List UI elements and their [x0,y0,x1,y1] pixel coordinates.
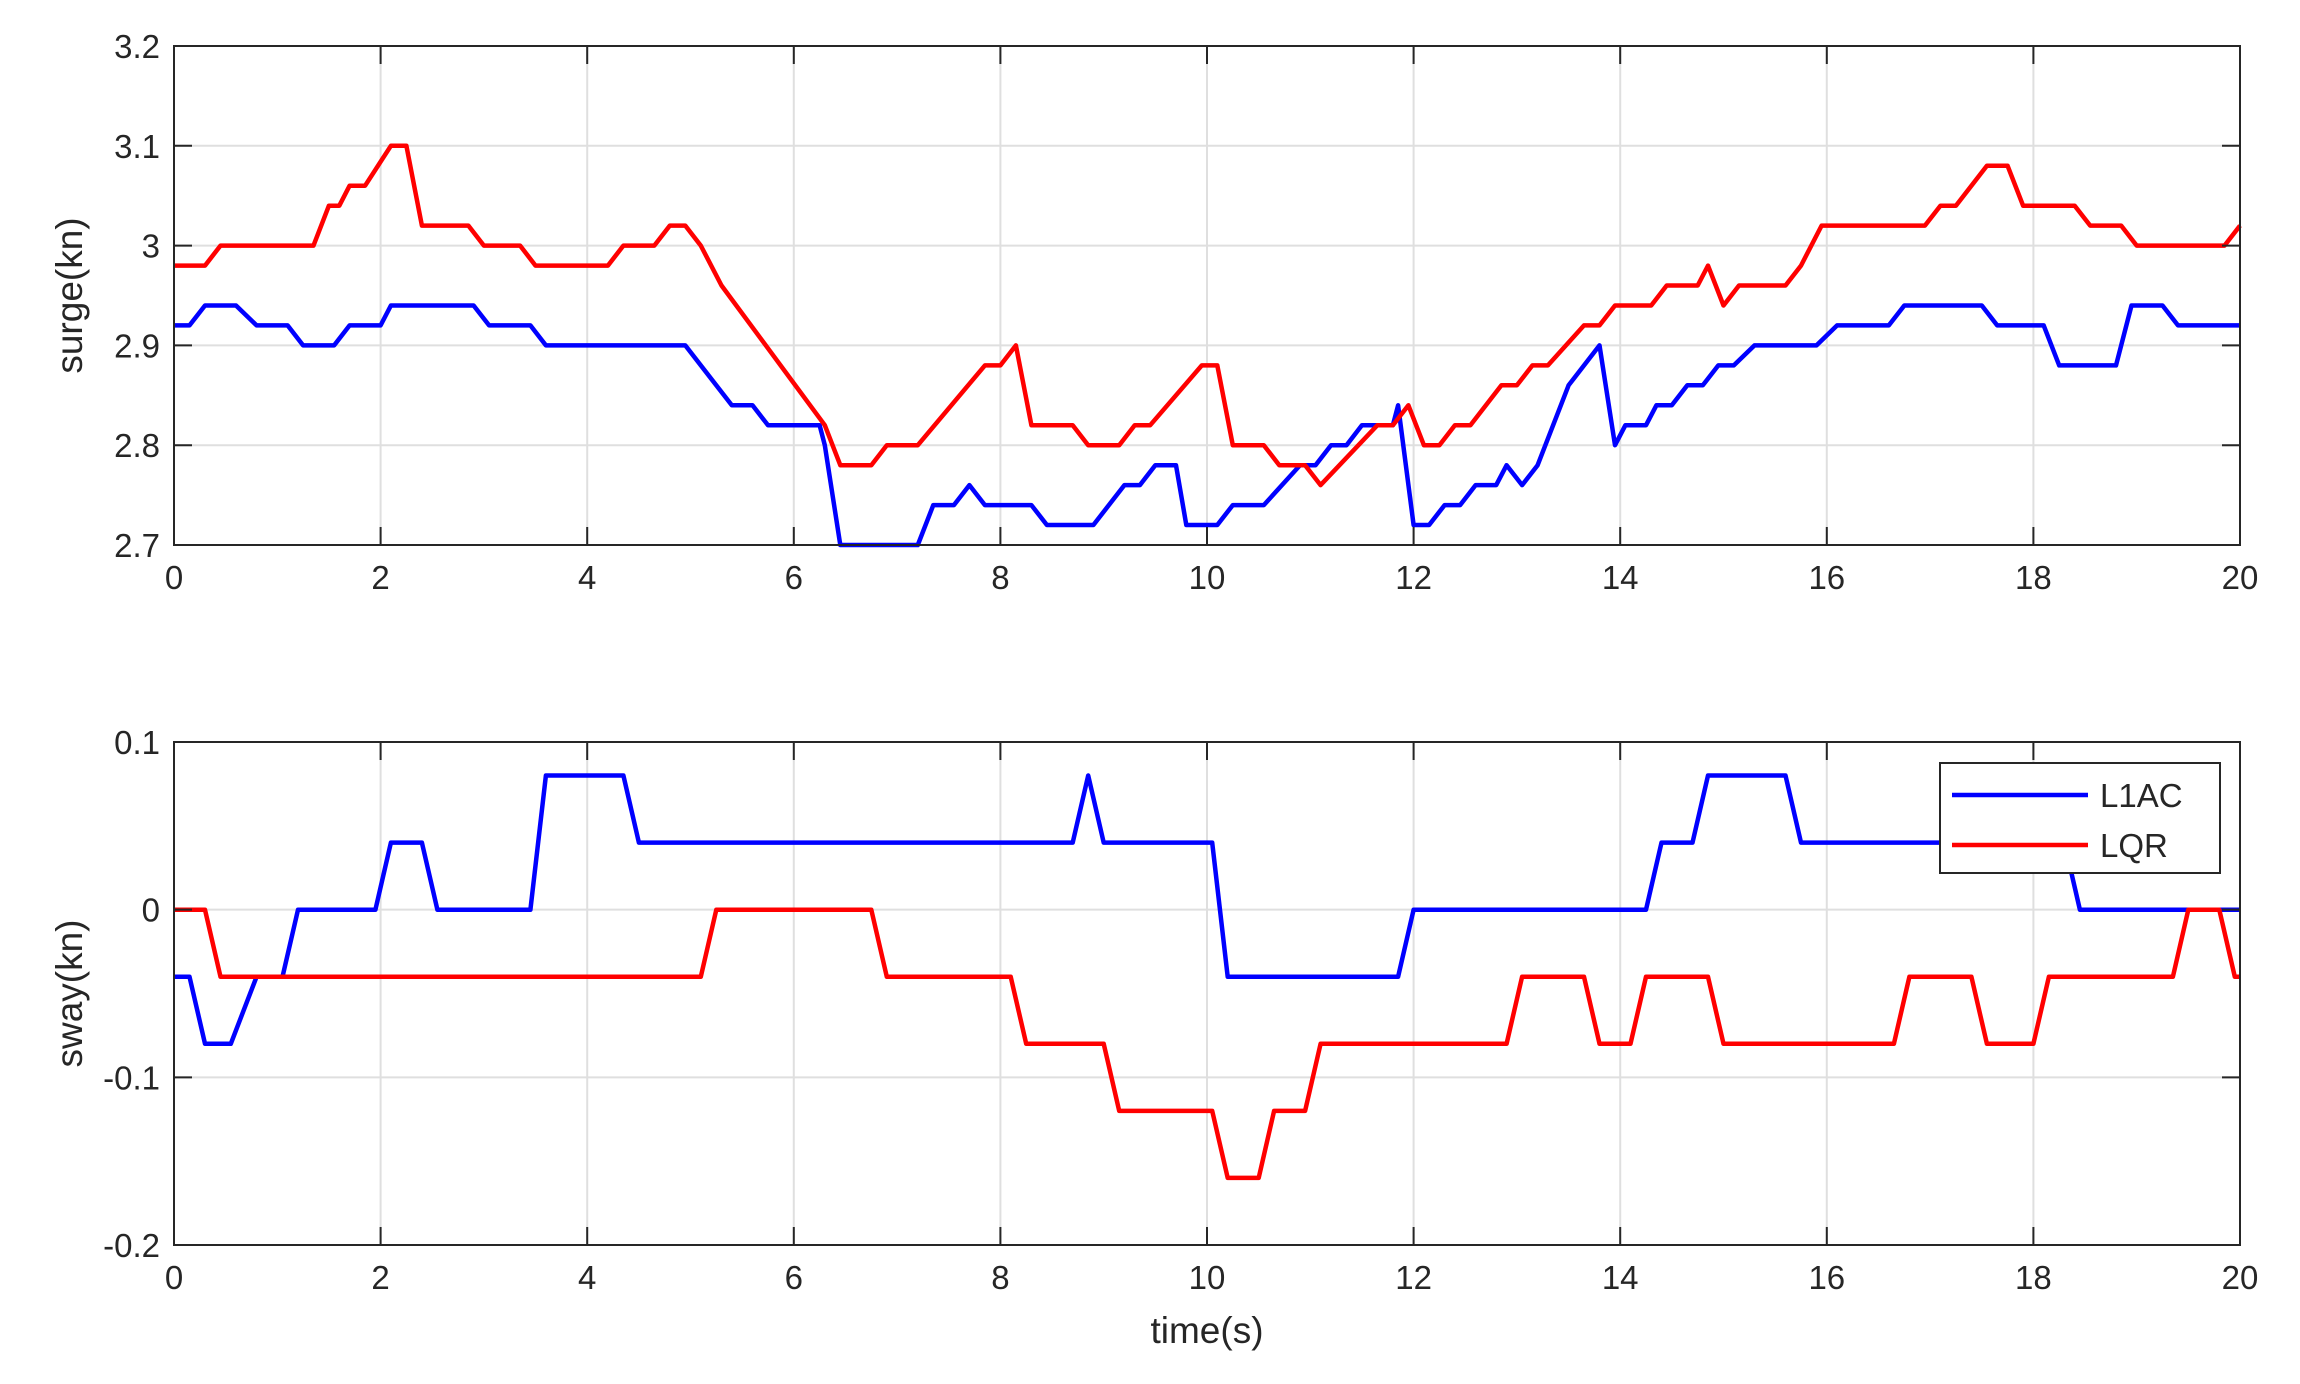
sway-y-tick-label: 0 [142,892,160,929]
sway-x-tick-label: 6 [785,1259,803,1296]
sway-axes: 0 2 4 6 8 10 12 14 16 18 20 -0.2 -0.1 0 0.1 sway(kn) tim… [49,724,2258,1351]
surge-y-axis-label: surge(kn) [49,217,90,373]
surge-x-tick-label: 16 [1808,559,1845,596]
sway-x-tick-label: 20 [2222,1259,2259,1296]
surge-x-tick-label: 8 [991,559,1009,596]
sway-y-tick-label: -0.2 [103,1227,160,1264]
surge-y-tick-label: 3 [142,228,160,265]
surge-x-tick-label: 0 [165,559,183,596]
sway-x-tick-label: 14 [1602,1259,1639,1296]
surge-x-tick-label: 18 [2015,559,2052,596]
surge-y-tick-label: 2.9 [114,327,160,364]
surge-series-line-l1ac [174,303,2240,548]
legend-box [1939,762,2221,874]
sway-x-tick-label: 8 [991,1259,1009,1296]
surge-x-tick-label: 14 [1602,559,1639,596]
sway-x-axis-label: time(s) [1150,1310,1263,1351]
sway-x-tick-label: 10 [1189,1259,1226,1296]
sway-x-tick-label: 16 [1808,1259,1845,1296]
surge-x-tick-label: 10 [1189,559,1226,596]
sway-y-axis-label: sway(kn) [49,919,90,1067]
surge-x-tick-label: 12 [1395,559,1432,596]
surge-x-tick-label: 2 [371,559,389,596]
surge-x-tick-label: 6 [785,559,803,596]
sway-x-tick-label: 0 [165,1259,183,1296]
surge-axes: 0 2 4 6 8 10 12 14 16 18 20 2.7 2.8 2.9 3 3.1 3.2 surge(k… [49,28,2258,596]
sway-series-line-lqr [174,907,2240,1181]
legend: L1AC LQR [1939,762,2221,874]
sway-y-tick-label: -0.1 [103,1059,160,1096]
surge-x-tick-label: 20 [2222,559,2259,596]
legend-label-lqr: LQR [2100,827,2168,864]
sway-x-tick-label: 4 [578,1259,596,1296]
surge-y-tick-label: 2.8 [114,427,160,464]
surge-series-line-lqr [174,143,2242,488]
legend-label-l1ac: L1AC [2100,777,2183,814]
sway-y-tick-label: 0.1 [114,724,160,761]
sway-x-tick-label: 12 [1395,1259,1432,1296]
surge-y-tick-label: 2.7 [114,527,160,564]
surge-x-tick-label: 4 [578,559,596,596]
surge-y-tick-label: 3.2 [114,28,160,65]
surge-y-tick-label: 3.1 [114,128,160,165]
sway-x-tick-label: 18 [2015,1259,2052,1296]
sway-x-tick-label: 2 [371,1259,389,1296]
